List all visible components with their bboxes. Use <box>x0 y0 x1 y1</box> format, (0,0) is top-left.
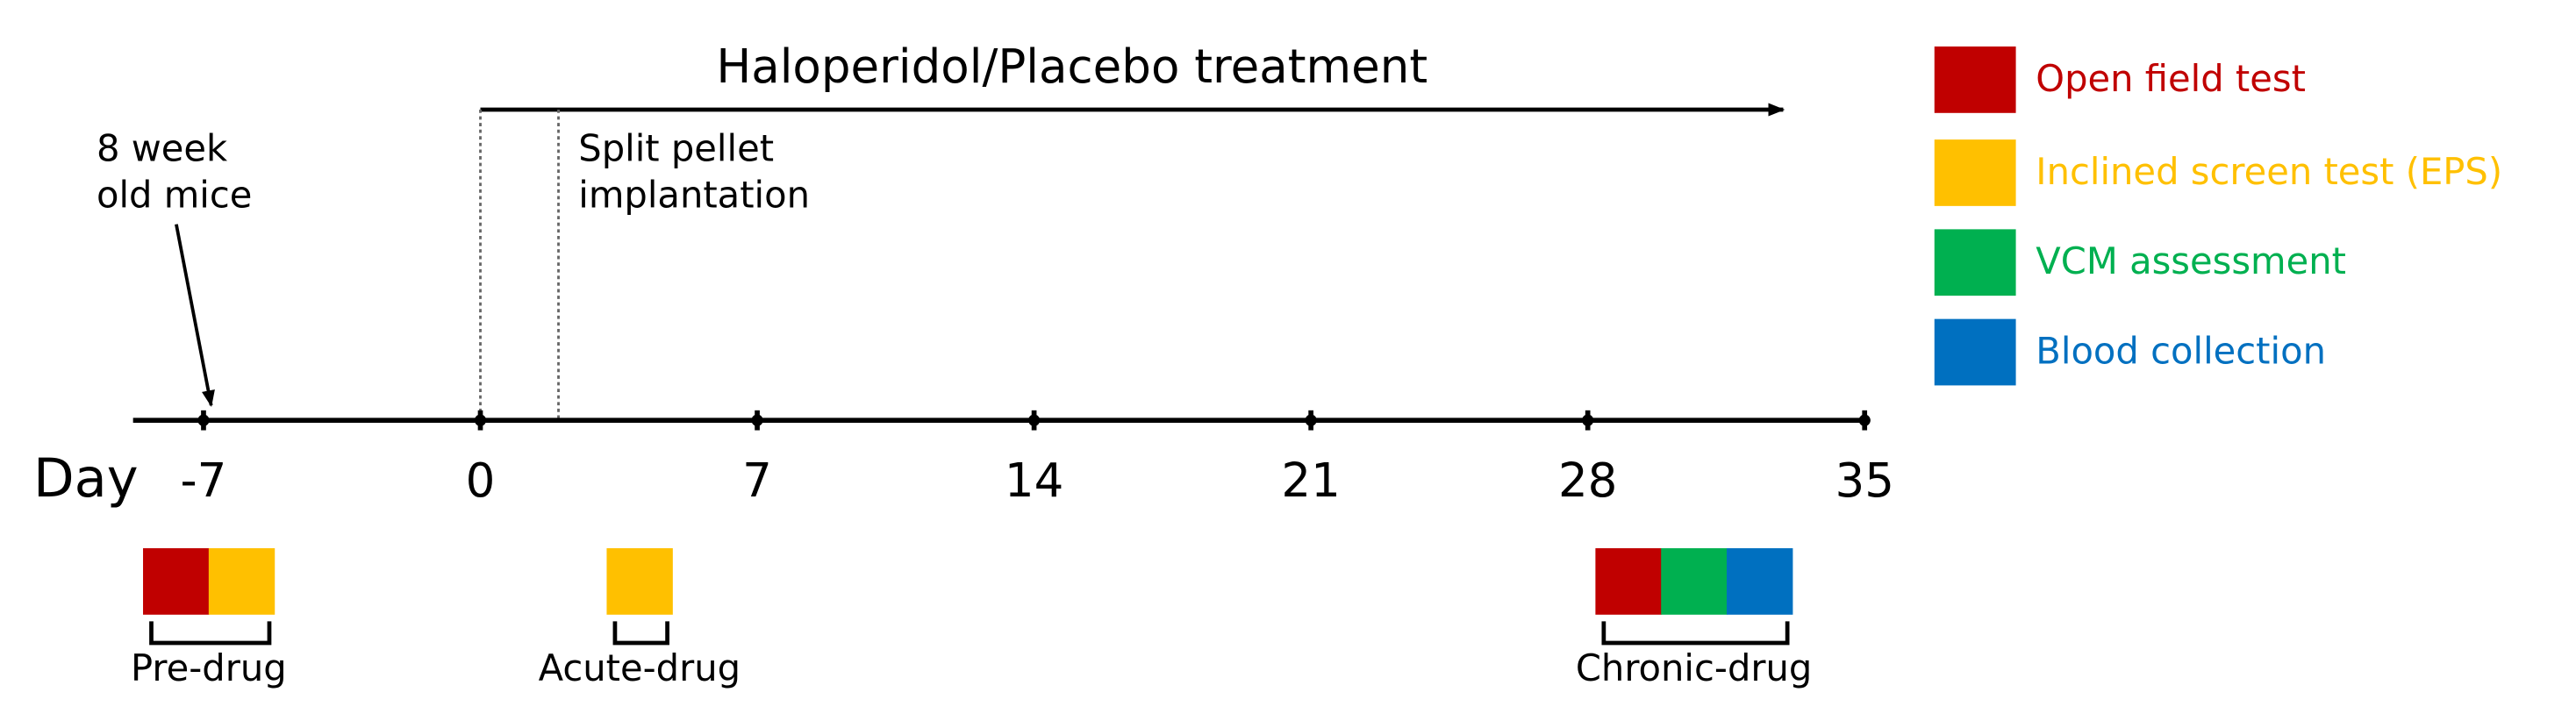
group-label: Chronic-drug <box>1576 646 1813 689</box>
test-block <box>208 548 275 615</box>
legend-swatch <box>1934 46 2016 113</box>
test-block <box>143 548 210 615</box>
tick-dot <box>197 414 210 426</box>
tick-label: 0 <box>466 453 496 508</box>
annotation: old mice <box>97 173 252 216</box>
tick-dot <box>1582 414 1594 426</box>
group-label: Acute-drug <box>539 646 741 689</box>
tick-label: 28 <box>1558 453 1617 508</box>
annotation: implantation <box>578 173 810 216</box>
tick-label: 35 <box>1835 453 1893 508</box>
test-block <box>606 548 673 615</box>
legend-swatch <box>1934 318 2016 386</box>
annotation-arrow <box>175 224 215 407</box>
group-label: Pre-drug <box>131 646 287 689</box>
legend-label: Open field test <box>2036 57 2306 100</box>
tick-label: -7 <box>181 453 227 508</box>
test-block <box>1727 548 1793 615</box>
axis-label: Day <box>33 448 139 510</box>
tick-label: 14 <box>1005 453 1063 508</box>
tick-label: 7 <box>742 453 772 508</box>
legend-label: Blood collection <box>2036 329 2326 372</box>
legend-label: Inclined screen test (EPS) <box>2036 150 2502 193</box>
tick-dot <box>1027 414 1041 426</box>
annotation: Split pellet <box>578 126 774 169</box>
tick-dot <box>1858 414 1871 426</box>
bracket <box>149 621 272 646</box>
bracket <box>612 621 669 646</box>
test-block <box>1661 548 1728 615</box>
legend-swatch <box>1934 229 2016 296</box>
legend-label: VCM assessment <box>2036 239 2346 282</box>
test-block <box>1595 548 1662 615</box>
title: Haloperidol/Placebo treatment <box>716 39 1428 94</box>
annotation: 8 week <box>97 126 227 169</box>
tick-dot <box>751 414 763 426</box>
legend-swatch <box>1934 139 2016 206</box>
tick-dot <box>1305 414 1317 426</box>
tick-dot <box>474 414 487 426</box>
bracket <box>1601 621 1790 646</box>
tick-label: 21 <box>1281 453 1340 508</box>
